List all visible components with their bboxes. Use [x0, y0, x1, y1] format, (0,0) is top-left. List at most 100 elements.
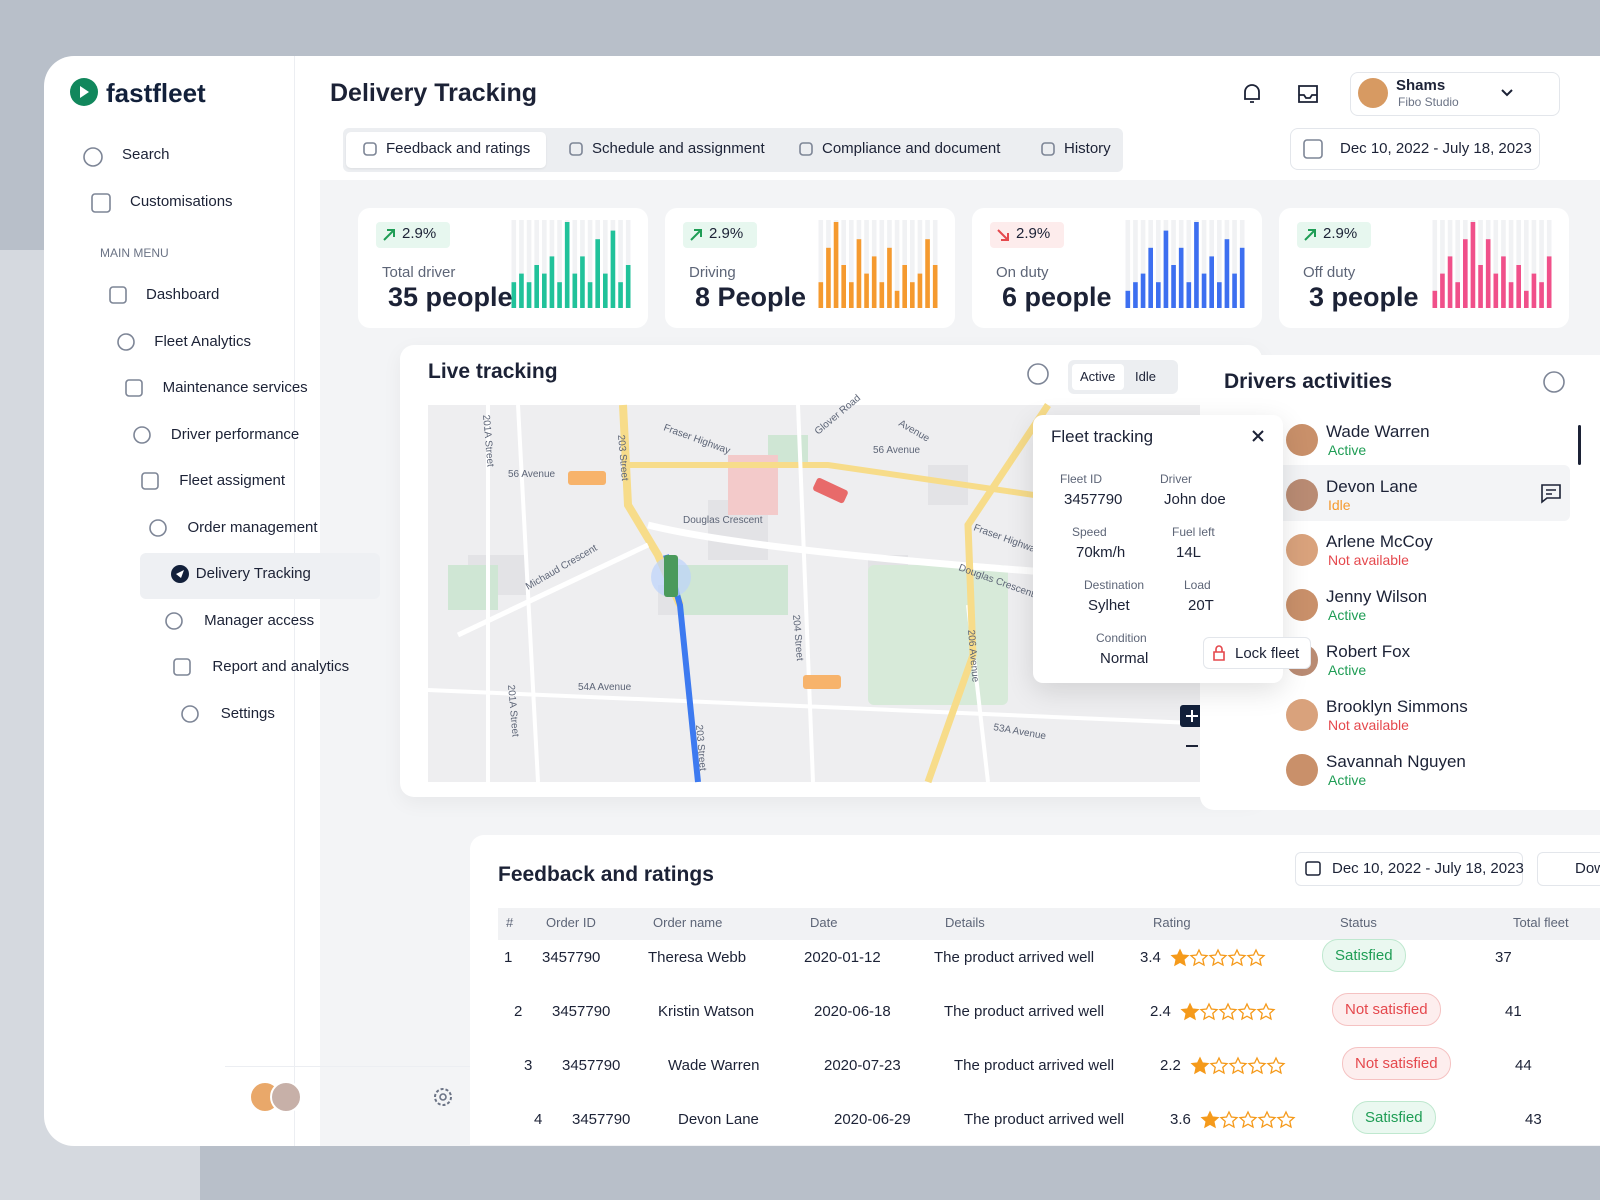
table-cell: 2.4 — [1150, 1003, 1171, 1020]
driver-name[interactable]: Jenny Wilson — [1326, 587, 1428, 606]
bar-track — [1171, 220, 1176, 308]
stat-label: Total driver — [382, 264, 456, 281]
icon — [1303, 139, 1323, 159]
star-outline — [1219, 1110, 1239, 1129]
bar — [580, 256, 585, 308]
menu-item[interactable]: Settings — [220, 704, 275, 722]
table-cell: 41 — [1505, 1003, 1522, 1020]
sparkline — [511, 220, 631, 308]
menu-item[interactable]: Dashboard — [146, 286, 220, 303]
icon-shape — [1543, 371, 1565, 393]
scrollbar — [1578, 425, 1581, 465]
bar — [1463, 239, 1468, 308]
rating-stars — [1170, 948, 1266, 967]
driver-name[interactable]: Arlene McCoy — [1326, 532, 1433, 551]
park — [868, 565, 1008, 705]
menu-item[interactable]: Maintenance services — [162, 379, 308, 396]
tab[interactable]: Feedback and ratings — [386, 140, 531, 157]
bar — [1201, 273, 1207, 308]
zoom-in-icon — [1186, 710, 1198, 722]
driver-name[interactable]: Robert Fox — [1326, 642, 1411, 661]
menu-item[interactable]: Fleet Analytics — [154, 332, 252, 350]
search-link[interactable]: Search — [122, 146, 170, 163]
park — [678, 565, 788, 615]
date-picker[interactable] — [1290, 128, 1540, 170]
bar-track — [1432, 220, 1438, 308]
menu-item[interactable]: Delivery Tracking — [195, 565, 311, 582]
download-button[interactable] — [1537, 852, 1600, 886]
message-button — [1541, 484, 1561, 504]
tab-active-bg — [346, 132, 546, 168]
settings-button — [434, 1088, 452, 1106]
icon-shape — [133, 425, 151, 444]
bar — [1209, 256, 1214, 308]
user-avatar — [1358, 78, 1388, 108]
icon — [141, 472, 159, 490]
bar — [1217, 282, 1222, 308]
field-value: 3457790 — [1064, 491, 1123, 508]
trend-arrow — [1304, 229, 1316, 241]
filter-option[interactable]: Active — [1080, 369, 1116, 384]
column-header: Order name — [653, 915, 723, 930]
stars — [1180, 1002, 1276, 1021]
stat-change: 2.9% — [402, 225, 437, 242]
menu-item[interactable]: Report and analytics — [212, 658, 350, 675]
sidebar-footer-line — [225, 1066, 485, 1067]
icon-shape — [149, 518, 167, 537]
menu-item[interactable]: Fleet assigment — [179, 472, 286, 489]
user-menu[interactable] — [1350, 72, 1560, 116]
bar — [618, 282, 623, 308]
driver-avatar — [1286, 699, 1318, 731]
road — [427, 404, 1241, 783]
bar-track — [902, 220, 907, 308]
bar — [1470, 222, 1476, 308]
star-outline — [1208, 948, 1228, 967]
icon — [569, 142, 583, 156]
menu-item[interactable]: Manager access — [204, 611, 315, 629]
bar — [864, 273, 869, 308]
icon — [171, 565, 189, 583]
bar-track — [618, 220, 623, 308]
icon-shape — [569, 142, 583, 156]
field-label: Destination — [1084, 578, 1145, 592]
customise-link[interactable]: Customisations — [130, 193, 233, 210]
bar — [1171, 265, 1176, 308]
menu-item[interactable]: Order management — [187, 518, 318, 536]
tab[interactable]: Compliance and document — [822, 140, 1001, 157]
bar — [894, 290, 900, 308]
filter-option[interactable]: Idle — [1135, 369, 1156, 384]
bar — [826, 247, 831, 308]
lock-button[interactable] — [1203, 637, 1311, 669]
field-value: Sylhet — [1088, 597, 1130, 614]
bar-track — [534, 220, 539, 308]
bar-track — [572, 220, 578, 308]
tab[interactable]: History — [1064, 140, 1111, 157]
driver-name[interactable]: Devon Lane — [1326, 477, 1418, 496]
bar-track — [841, 220, 846, 308]
vehicle — [813, 477, 848, 504]
bar-track — [1156, 220, 1161, 308]
stat-label: Off duty — [1303, 264, 1356, 281]
table-cell: 2020-07-23 — [824, 1057, 901, 1074]
table-cell: 3457790 — [562, 1057, 621, 1074]
bar-track — [1531, 220, 1537, 308]
arrow — [1304, 229, 1316, 241]
menu-item[interactable]: Driver performance — [170, 425, 300, 443]
icon-shape — [125, 379, 143, 397]
bar-track — [894, 220, 900, 308]
avatar — [270, 1081, 302, 1113]
bar — [564, 222, 570, 308]
icon — [1027, 363, 1049, 385]
driver-name[interactable]: Brooklyn Simmons — [1326, 697, 1468, 716]
driver-status: Active — [1328, 772, 1367, 788]
bar-track — [526, 220, 532, 308]
sparkline — [1125, 220, 1245, 308]
driver-name[interactable]: Wade Warren — [1326, 422, 1430, 441]
date-picker[interactable] — [1295, 852, 1523, 886]
bar — [1524, 290, 1529, 308]
tab[interactable]: Schedule and assignment — [592, 140, 765, 157]
table-cell: 2 — [514, 1003, 523, 1020]
driver-name[interactable]: Savannah Nguyen — [1326, 752, 1466, 771]
field-label: Fuel left — [1172, 525, 1215, 539]
